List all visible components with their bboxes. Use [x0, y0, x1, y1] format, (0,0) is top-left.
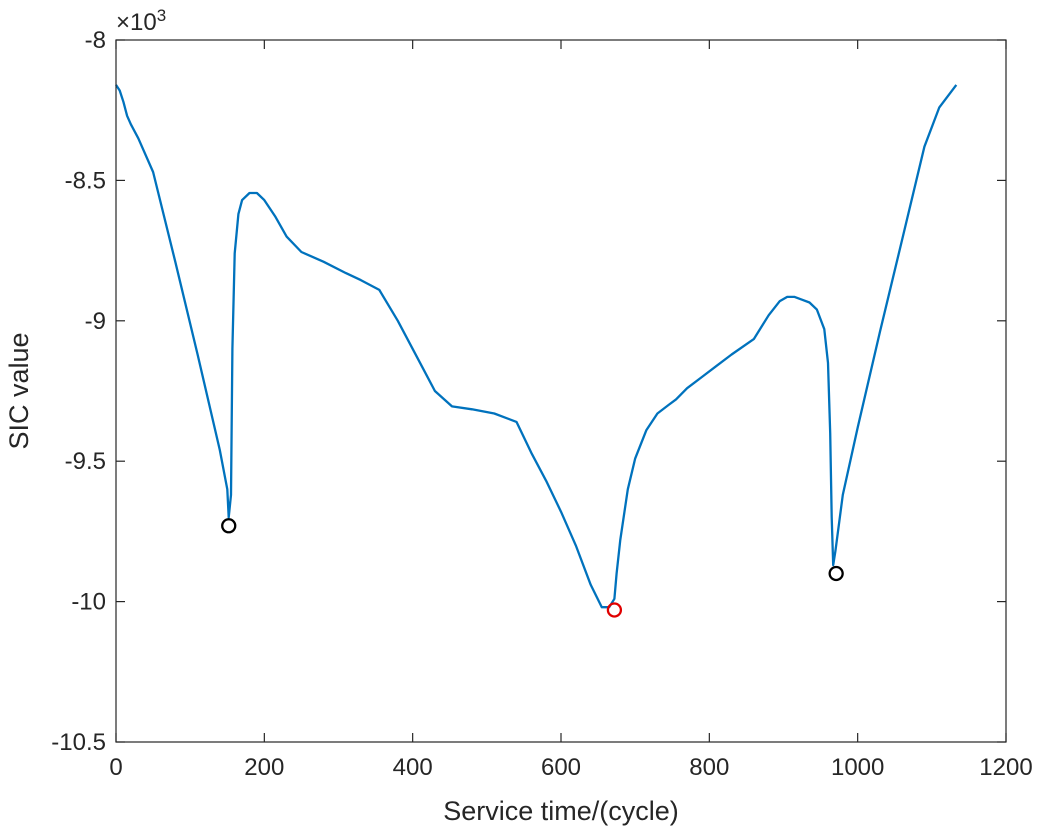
change-point-marker [606, 602, 623, 618]
y-tick-label: -8 [85, 27, 106, 54]
change-point-marker [828, 565, 844, 582]
y-tick-label: -10.5 [51, 729, 106, 756]
tick-layer: 0 200 400 600 800 1000 1200 -8 -8.5 -9 -9.5 -10 -10.… [51, 27, 1032, 781]
x-tick-label: 600 [541, 754, 581, 781]
x-tick-label: 400 [393, 754, 433, 781]
x-tick-label: 1000 [831, 754, 884, 781]
x-tick-label: 0 [109, 754, 122, 781]
marker-layer [221, 518, 844, 618]
y-tick-label: -9 [85, 308, 106, 335]
axis-exponent-prefix: ×10 [116, 9, 157, 36]
axis-exponent-power: 3 [157, 6, 166, 25]
y-tick-label: -8.5 [65, 167, 106, 194]
x-tick-label: 200 [244, 754, 284, 781]
series-layer [115, 84, 958, 609]
x-tick-label: 1200 [979, 754, 1032, 781]
change-point-marker [221, 518, 237, 534]
y-tick-label: -10 [71, 589, 106, 616]
sic-series-line [115, 84, 958, 609]
y-axis-label: SIC value [4, 332, 34, 449]
axis-exponent-label: ×103 [116, 6, 166, 37]
y-tick-label: -9.5 [65, 448, 106, 475]
x-tick-label: 800 [689, 754, 729, 781]
x-axis-label: Service time/(cycle) [443, 796, 679, 826]
